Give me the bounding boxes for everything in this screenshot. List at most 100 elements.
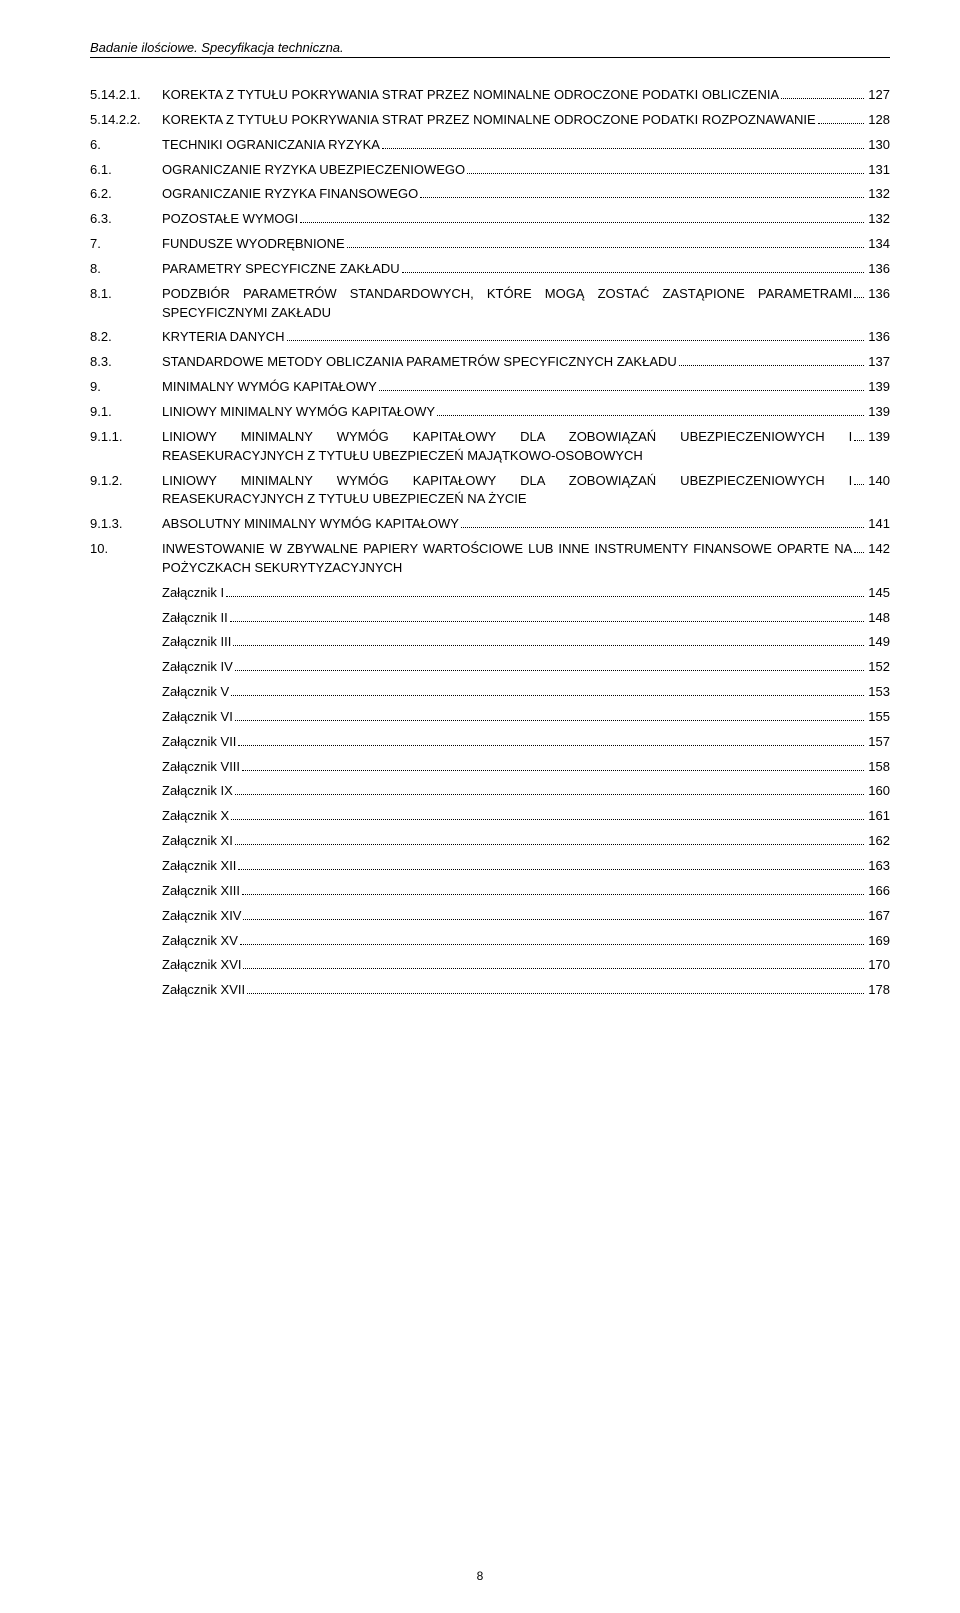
toc-entry: Załącznik II 148 xyxy=(90,609,890,628)
toc-entry: Załącznik X161 xyxy=(90,807,890,826)
toc-entry: 7.FUNDUSZE WYODRĘBNIONE134 xyxy=(90,235,890,254)
toc-entry-title: Załącznik II xyxy=(162,609,228,628)
toc-entry-title: Załącznik VI xyxy=(162,708,233,727)
toc-entry: Załącznik VIII 158 xyxy=(90,758,890,777)
toc-entry-title: Załącznik XI xyxy=(162,832,233,851)
toc-entry-title: INWESTOWANIE W ZBYWALNE PAPIERY WARTOŚCI… xyxy=(162,540,852,578)
toc-entry-title: Załącznik XIV xyxy=(162,907,241,926)
toc-entry-title: Załącznik XVI xyxy=(162,956,241,975)
toc-entry-page: 169 xyxy=(866,932,890,951)
toc-entry-title: PODZBIÓR PARAMETRÓW STANDARDOWYCH, KTÓRE… xyxy=(162,285,852,323)
toc-entry-page: 158 xyxy=(866,758,890,777)
toc-entry-number: 9. xyxy=(90,378,162,397)
toc-entry: Załącznik VI155 xyxy=(90,708,890,727)
toc-leader xyxy=(240,944,864,945)
toc-leader xyxy=(854,297,864,298)
toc-entry-title: Załącznik XVII xyxy=(162,981,245,1000)
toc-leader xyxy=(379,390,865,391)
toc-entry-page: 131 xyxy=(866,161,890,180)
toc-entry-title: OGRANICZANIE RYZYKA FINANSOWEGO xyxy=(162,185,418,204)
page-header: Badanie ilościowe. Specyfikacja technicz… xyxy=(90,40,890,58)
toc-entry-number: 9.1.1. xyxy=(90,428,162,447)
toc-entry-title: Załącznik XV xyxy=(162,932,238,951)
toc-leader xyxy=(437,415,864,416)
toc-entry-title: Załącznik VII xyxy=(162,733,236,752)
toc-entry-number: 6.1. xyxy=(90,161,162,180)
toc-leader xyxy=(230,621,865,622)
toc-entry-page: 127 xyxy=(866,86,890,105)
toc-leader xyxy=(238,745,864,746)
toc-entry-title: Załącznik I xyxy=(162,584,224,603)
toc-entry-page: 149 xyxy=(866,633,890,652)
toc-entry: 8.1.PODZBIÓR PARAMETRÓW STANDARDOWYCH, K… xyxy=(90,285,890,323)
toc-leader xyxy=(233,645,864,646)
toc-leader xyxy=(347,247,865,248)
toc-leader xyxy=(382,148,864,149)
toc-entry-title: KOREKTA Z TYTUŁU POKRYWANIA STRAT PRZEZ … xyxy=(162,111,816,130)
toc-entry-page: 178 xyxy=(866,981,890,1000)
toc-entry-page: 136 xyxy=(866,328,890,347)
toc-entry-title: Załącznik XIII xyxy=(162,882,240,901)
toc-entry-title: LINIOWY MINIMALNY WYMÓG KAPITAŁOWY DLA Z… xyxy=(162,428,852,466)
toc-leader xyxy=(247,993,864,994)
toc-entry-title: Załącznik VIII xyxy=(162,758,240,777)
toc-entry-page: 166 xyxy=(866,882,890,901)
toc-entry-page: 137 xyxy=(866,353,890,372)
toc-entry-page: 139 xyxy=(866,428,890,447)
toc-leader xyxy=(243,968,864,969)
toc-entry-title: STANDARDOWE METODY OBLICZANIA PARAMETRÓW… xyxy=(162,353,677,372)
toc-entry-number: 5.14.2.2. xyxy=(90,111,162,130)
toc-entry: 8.3.STANDARDOWE METODY OBLICZANIA PARAME… xyxy=(90,353,890,372)
toc-entry: 10.INWESTOWANIE W ZBYWALNE PAPIERY WARTO… xyxy=(90,540,890,578)
toc-entry-number: 8.3. xyxy=(90,353,162,372)
toc-entry: Załącznik III149 xyxy=(90,633,890,652)
toc-entry-page: 153 xyxy=(866,683,890,702)
toc-entry-title: OGRANICZANIE RYZYKA UBEZPIECZENIOWEGO xyxy=(162,161,465,180)
toc-entry-number: 9.1.2. xyxy=(90,472,162,491)
toc-leader xyxy=(781,98,864,99)
toc-leader xyxy=(235,844,864,845)
toc-entry: 5.14.2.2.KOREKTA Z TYTUŁU POKRYWANIA STR… xyxy=(90,111,890,130)
toc-entry: 9.1.3.ABSOLUTNY MINIMALNY WYMÓG KAPITAŁO… xyxy=(90,515,890,534)
toc-leader xyxy=(461,527,864,528)
toc-entry-title: Załącznik X xyxy=(162,807,229,826)
toc-entry-page: 139 xyxy=(866,403,890,422)
toc-entry-page: 132 xyxy=(866,210,890,229)
toc-entry-number: 9.1.3. xyxy=(90,515,162,534)
page-number: 8 xyxy=(477,1569,484,1583)
toc-entry-page: 141 xyxy=(866,515,890,534)
toc-entry-title: KOREKTA Z TYTUŁU POKRYWANIA STRAT PRZEZ … xyxy=(162,86,779,105)
toc-leader xyxy=(854,552,864,553)
toc-entry: 9.1.2.LINIOWY MINIMALNY WYMÓG KAPITAŁOWY… xyxy=(90,472,890,510)
toc-entry: Załącznik I145 xyxy=(90,584,890,603)
toc-entry-number: 8.2. xyxy=(90,328,162,347)
toc-leader xyxy=(402,272,865,273)
toc-entry-page: 136 xyxy=(866,260,890,279)
toc-entry-number: 8. xyxy=(90,260,162,279)
toc-entry-page: 160 xyxy=(866,782,890,801)
toc-entry: Załącznik IV152 xyxy=(90,658,890,677)
toc-entry: Załącznik V 153 xyxy=(90,683,890,702)
toc-entry-title: ABSOLUTNY MINIMALNY WYMÓG KAPITAŁOWY xyxy=(162,515,459,534)
toc-entry: 5.14.2.1.KOREKTA Z TYTUŁU POKRYWANIA STR… xyxy=(90,86,890,105)
toc-entry: Załącznik XVI170 xyxy=(90,956,890,975)
toc-entry-page: 148 xyxy=(866,609,890,628)
toc-entry: 6.TECHNIKI OGRANICZANIA RYZYKA130 xyxy=(90,136,890,155)
toc-entry-page: 136 xyxy=(866,285,890,304)
toc-entry-page: 142 xyxy=(866,540,890,559)
toc-entry: 6.1.OGRANICZANIE RYZYKA UBEZPIECZENIOWEG… xyxy=(90,161,890,180)
toc-entry-page: 140 xyxy=(866,472,890,491)
toc-entry: 9.1.LINIOWY MINIMALNY WYMÓG KAPITAŁOWY13… xyxy=(90,403,890,422)
toc-entry-page: 130 xyxy=(866,136,890,155)
toc-entry-title: Załącznik V xyxy=(162,683,229,702)
toc-entry-title: FUNDUSZE WYODRĘBNIONE xyxy=(162,235,345,254)
toc-leader xyxy=(226,596,864,597)
toc-entry-number: 6.2. xyxy=(90,185,162,204)
toc-entry-title: POZOSTAŁE WYMOGI xyxy=(162,210,298,229)
toc-entry-title: KRYTERIA DANYCH xyxy=(162,328,285,347)
toc-entry-title: TECHNIKI OGRANICZANIA RYZYKA xyxy=(162,136,380,155)
toc-entry-number: 7. xyxy=(90,235,162,254)
toc-entry-number: 10. xyxy=(90,540,162,559)
toc-entry: 9.1.1.LINIOWY MINIMALNY WYMÓG KAPITAŁOWY… xyxy=(90,428,890,466)
toc-entry-title: Załącznik IV xyxy=(162,658,233,677)
